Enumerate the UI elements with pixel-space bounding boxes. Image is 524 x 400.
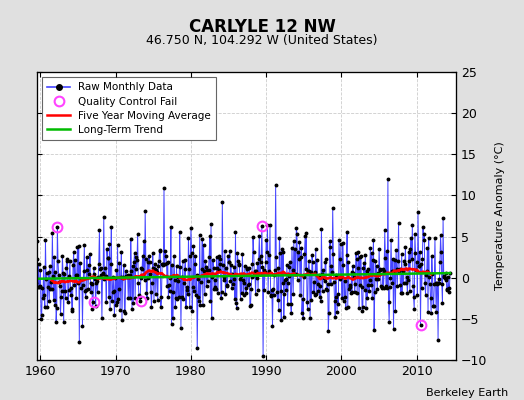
Text: 46.750 N, 104.292 W (United States): 46.750 N, 104.292 W (United States): [146, 34, 378, 47]
Y-axis label: Temperature Anomaly (°C): Temperature Anomaly (°C): [496, 142, 506, 290]
Text: CARLYLE 12 NW: CARLYLE 12 NW: [189, 18, 335, 36]
Legend: Raw Monthly Data, Quality Control Fail, Five Year Moving Average, Long-Term Tren: Raw Monthly Data, Quality Control Fail, …: [42, 77, 216, 140]
Text: Berkeley Earth: Berkeley Earth: [426, 388, 508, 398]
